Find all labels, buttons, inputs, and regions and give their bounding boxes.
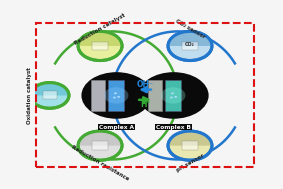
FancyBboxPatch shape [148, 80, 162, 111]
Circle shape [78, 131, 122, 160]
Circle shape [113, 97, 116, 98]
Wedge shape [168, 131, 212, 146]
Text: Complex B: Complex B [156, 125, 191, 129]
FancyBboxPatch shape [43, 91, 57, 99]
FancyBboxPatch shape [165, 80, 181, 111]
FancyBboxPatch shape [92, 42, 108, 50]
Wedge shape [78, 31, 122, 46]
Wedge shape [30, 83, 69, 95]
Text: pH sensor: pH sensor [175, 153, 205, 173]
Circle shape [78, 31, 122, 60]
Wedge shape [78, 131, 122, 146]
Text: Complex A: Complex A [99, 125, 134, 129]
Circle shape [168, 31, 212, 60]
Circle shape [117, 96, 120, 98]
Circle shape [171, 92, 174, 94]
Circle shape [30, 83, 69, 108]
Circle shape [170, 97, 173, 98]
Text: H⁺: H⁺ [140, 100, 150, 109]
Wedge shape [168, 31, 212, 46]
Text: CO₂ sensor: CO₂ sensor [174, 19, 206, 40]
Circle shape [114, 92, 117, 94]
Text: Reduction catalyst: Reduction catalyst [74, 12, 127, 46]
Circle shape [174, 96, 177, 98]
Circle shape [104, 87, 128, 104]
Circle shape [168, 131, 212, 160]
FancyBboxPatch shape [91, 80, 105, 111]
Text: Reduction resistance: Reduction resistance [70, 144, 130, 181]
Circle shape [82, 72, 152, 119]
Text: OH⁻: OH⁻ [136, 80, 154, 89]
Circle shape [161, 87, 185, 104]
FancyBboxPatch shape [108, 80, 124, 111]
Text: Oxidation catalyst: Oxidation catalyst [27, 67, 32, 124]
Text: CO₂: CO₂ [185, 42, 195, 47]
FancyBboxPatch shape [182, 141, 198, 150]
FancyBboxPatch shape [182, 42, 198, 50]
Circle shape [138, 72, 209, 119]
FancyBboxPatch shape [92, 141, 108, 150]
